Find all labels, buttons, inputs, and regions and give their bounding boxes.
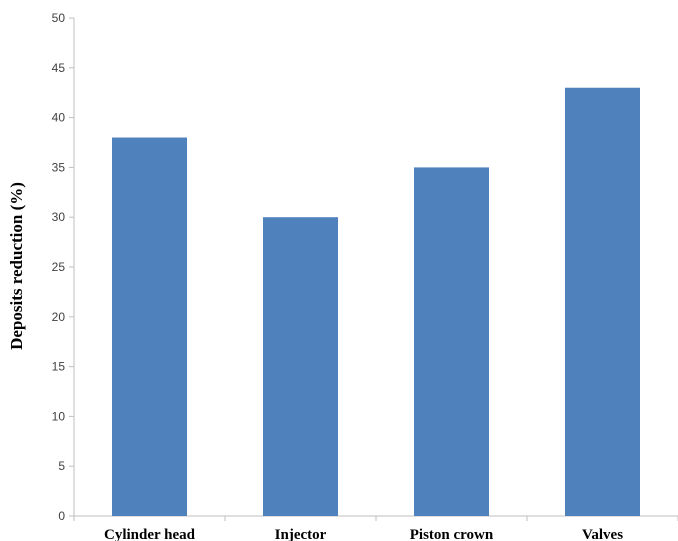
- y-tick-label: 15: [52, 360, 66, 374]
- bar: [414, 167, 489, 516]
- bar: [112, 137, 187, 516]
- y-tick-label: 50: [52, 11, 66, 25]
- y-tick-label: 0: [58, 509, 65, 523]
- x-category-label: Valves: [582, 527, 623, 541]
- bar: [565, 87, 640, 516]
- y-tick-label: 5: [58, 459, 65, 473]
- bar: [263, 217, 338, 516]
- x-axis: Cylinder head Injector Piston crown Valves: [73, 515, 678, 541]
- y-axis-title: Deposits reduction (%): [7, 182, 26, 350]
- y-tick-label: 30: [52, 210, 66, 224]
- y-tick-label: 10: [52, 409, 66, 423]
- x-category-label: Injector: [275, 527, 327, 541]
- bars: [112, 87, 640, 516]
- y-tick-label: 35: [52, 160, 66, 174]
- y-tick-label: 45: [52, 61, 66, 75]
- x-category-label: Piston crown: [410, 527, 494, 541]
- y-axis: 0 5 10 15 20 25 30 35 40 45 50: [52, 11, 75, 523]
- y-tick-label: 20: [52, 310, 66, 324]
- y-tick-label: 25: [52, 260, 66, 274]
- x-category-label: Cylinder head: [104, 527, 196, 541]
- y-tick-label: 40: [52, 111, 66, 125]
